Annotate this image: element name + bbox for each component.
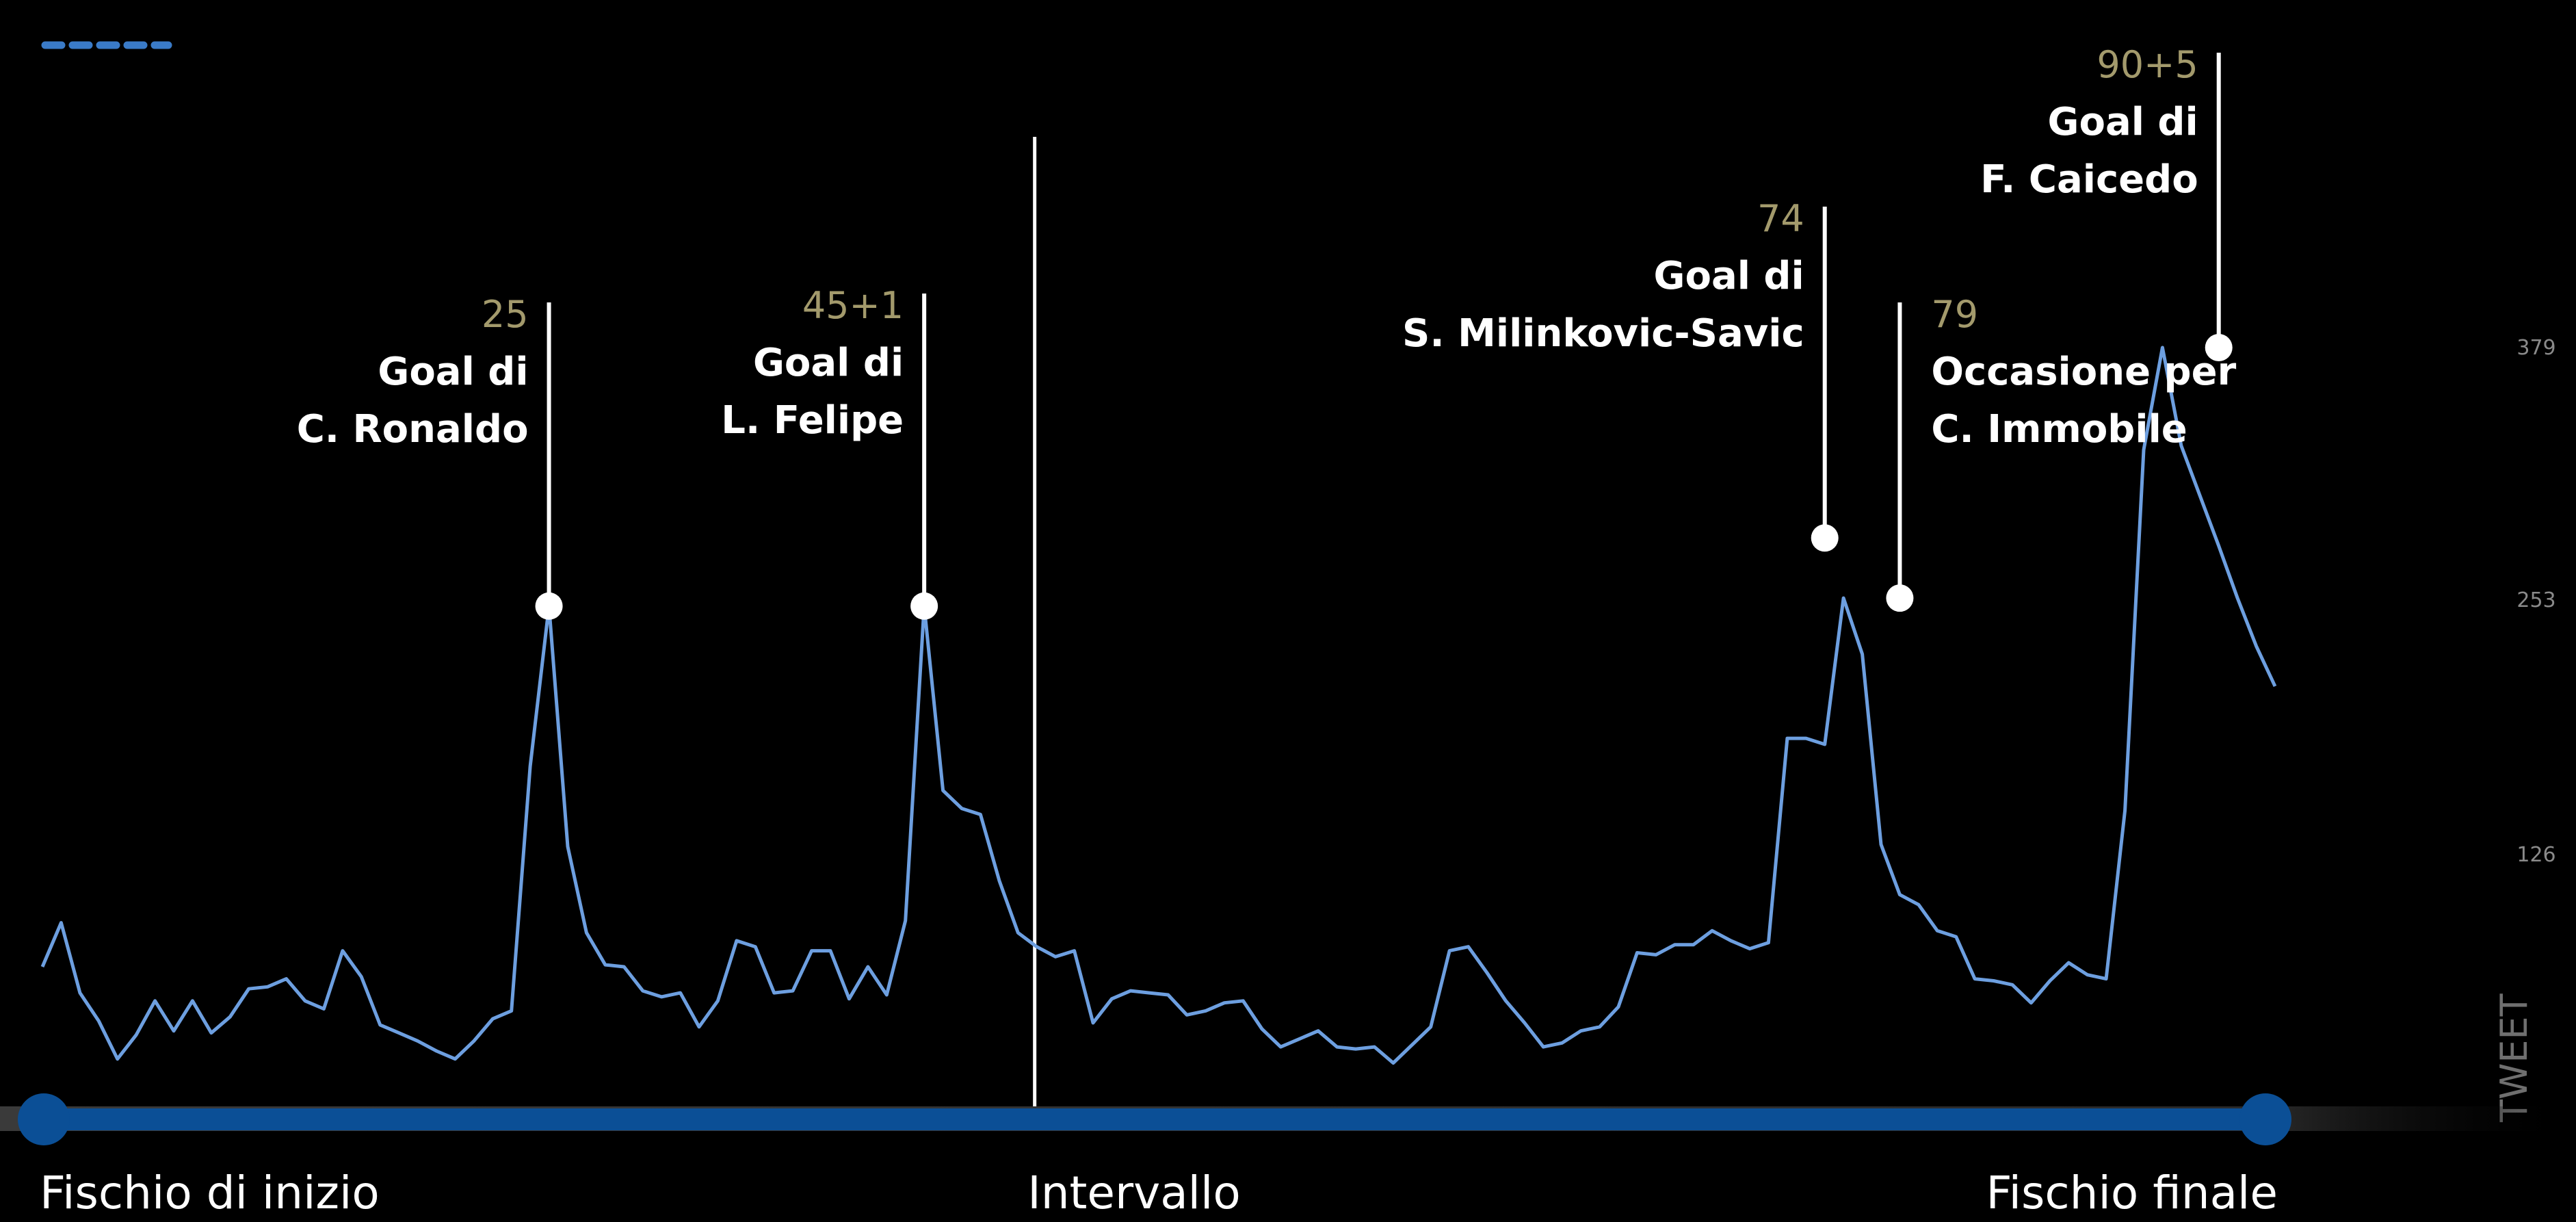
timeline-end-handle[interactable] (2239, 1093, 2291, 1145)
phase-label-kickoff: Fischio di inizio (40, 1167, 380, 1219)
y-axis-label: TWEET (2493, 993, 2536, 1123)
event-minute: 74 (1757, 197, 1804, 240)
y-axis: 126 253 379 TWEET (2493, 336, 2556, 1123)
tweet-series-line (40, 346, 2277, 1065)
y-tick-label: 126 (2516, 843, 2555, 867)
event-title: Goal di (378, 350, 528, 394)
y-tick-label: 253 (2516, 588, 2555, 612)
event-minute: 79 (1931, 293, 1978, 336)
event-marker[interactable] (1811, 524, 1839, 552)
timeline-bar (44, 1108, 2267, 1130)
event-player: F. Caicedo (1980, 157, 2198, 202)
phase-label-fulltime: Fischio finale (1986, 1167, 2278, 1219)
event-minute: 45+1 (802, 284, 904, 327)
annotation-goal-ronaldo[interactable]: 25 Goal di C. Ronaldo (297, 293, 563, 620)
minute-gridlines (41, 137, 2276, 1107)
event-minute: 90+5 (2097, 43, 2198, 86)
timeline-track (0, 1093, 2576, 1145)
y-tick-label: 379 (2516, 336, 2555, 360)
event-minute: 25 (482, 293, 529, 336)
event-title: Occasione per (1931, 350, 2236, 394)
event-marker[interactable] (1886, 584, 1914, 612)
annotation-goal-milinkovic[interactable]: 74 Goal di S. Milinkovic-Savic (1402, 197, 1839, 552)
annotation-chance-immobile[interactable]: 79 Occasione per C. Immobile (1886, 293, 2237, 612)
annotation-goal-caicedo[interactable]: 90+5 Goal di F. Caicedo (1980, 43, 2233, 361)
phase-label-halftime: Intervallo (1027, 1167, 1240, 1219)
event-player: S. Milinkovic-Savic (1402, 311, 1804, 356)
event-player: C. Immobile (1931, 407, 2187, 452)
event-title: Goal di (2048, 100, 2198, 144)
event-player: L. Felipe (721, 398, 904, 443)
event-title: Goal di (1654, 254, 1804, 298)
event-marker[interactable] (535, 592, 563, 620)
event-marker[interactable] (2205, 334, 2233, 361)
annotation-goal-felipe[interactable]: 45+1 Goal di L. Felipe (721, 284, 938, 620)
event-player: C. Ronaldo (297, 407, 529, 452)
phase-labels: Fischio di inizio Intervallo Fischio fin… (40, 1167, 2278, 1219)
timeline-start-handle[interactable] (18, 1093, 70, 1145)
event-annotations: 25 Goal di C. Ronaldo 45+1 Goal di L. Fe… (297, 43, 2237, 620)
event-title: Goal di (753, 341, 904, 385)
event-marker[interactable] (910, 592, 938, 620)
